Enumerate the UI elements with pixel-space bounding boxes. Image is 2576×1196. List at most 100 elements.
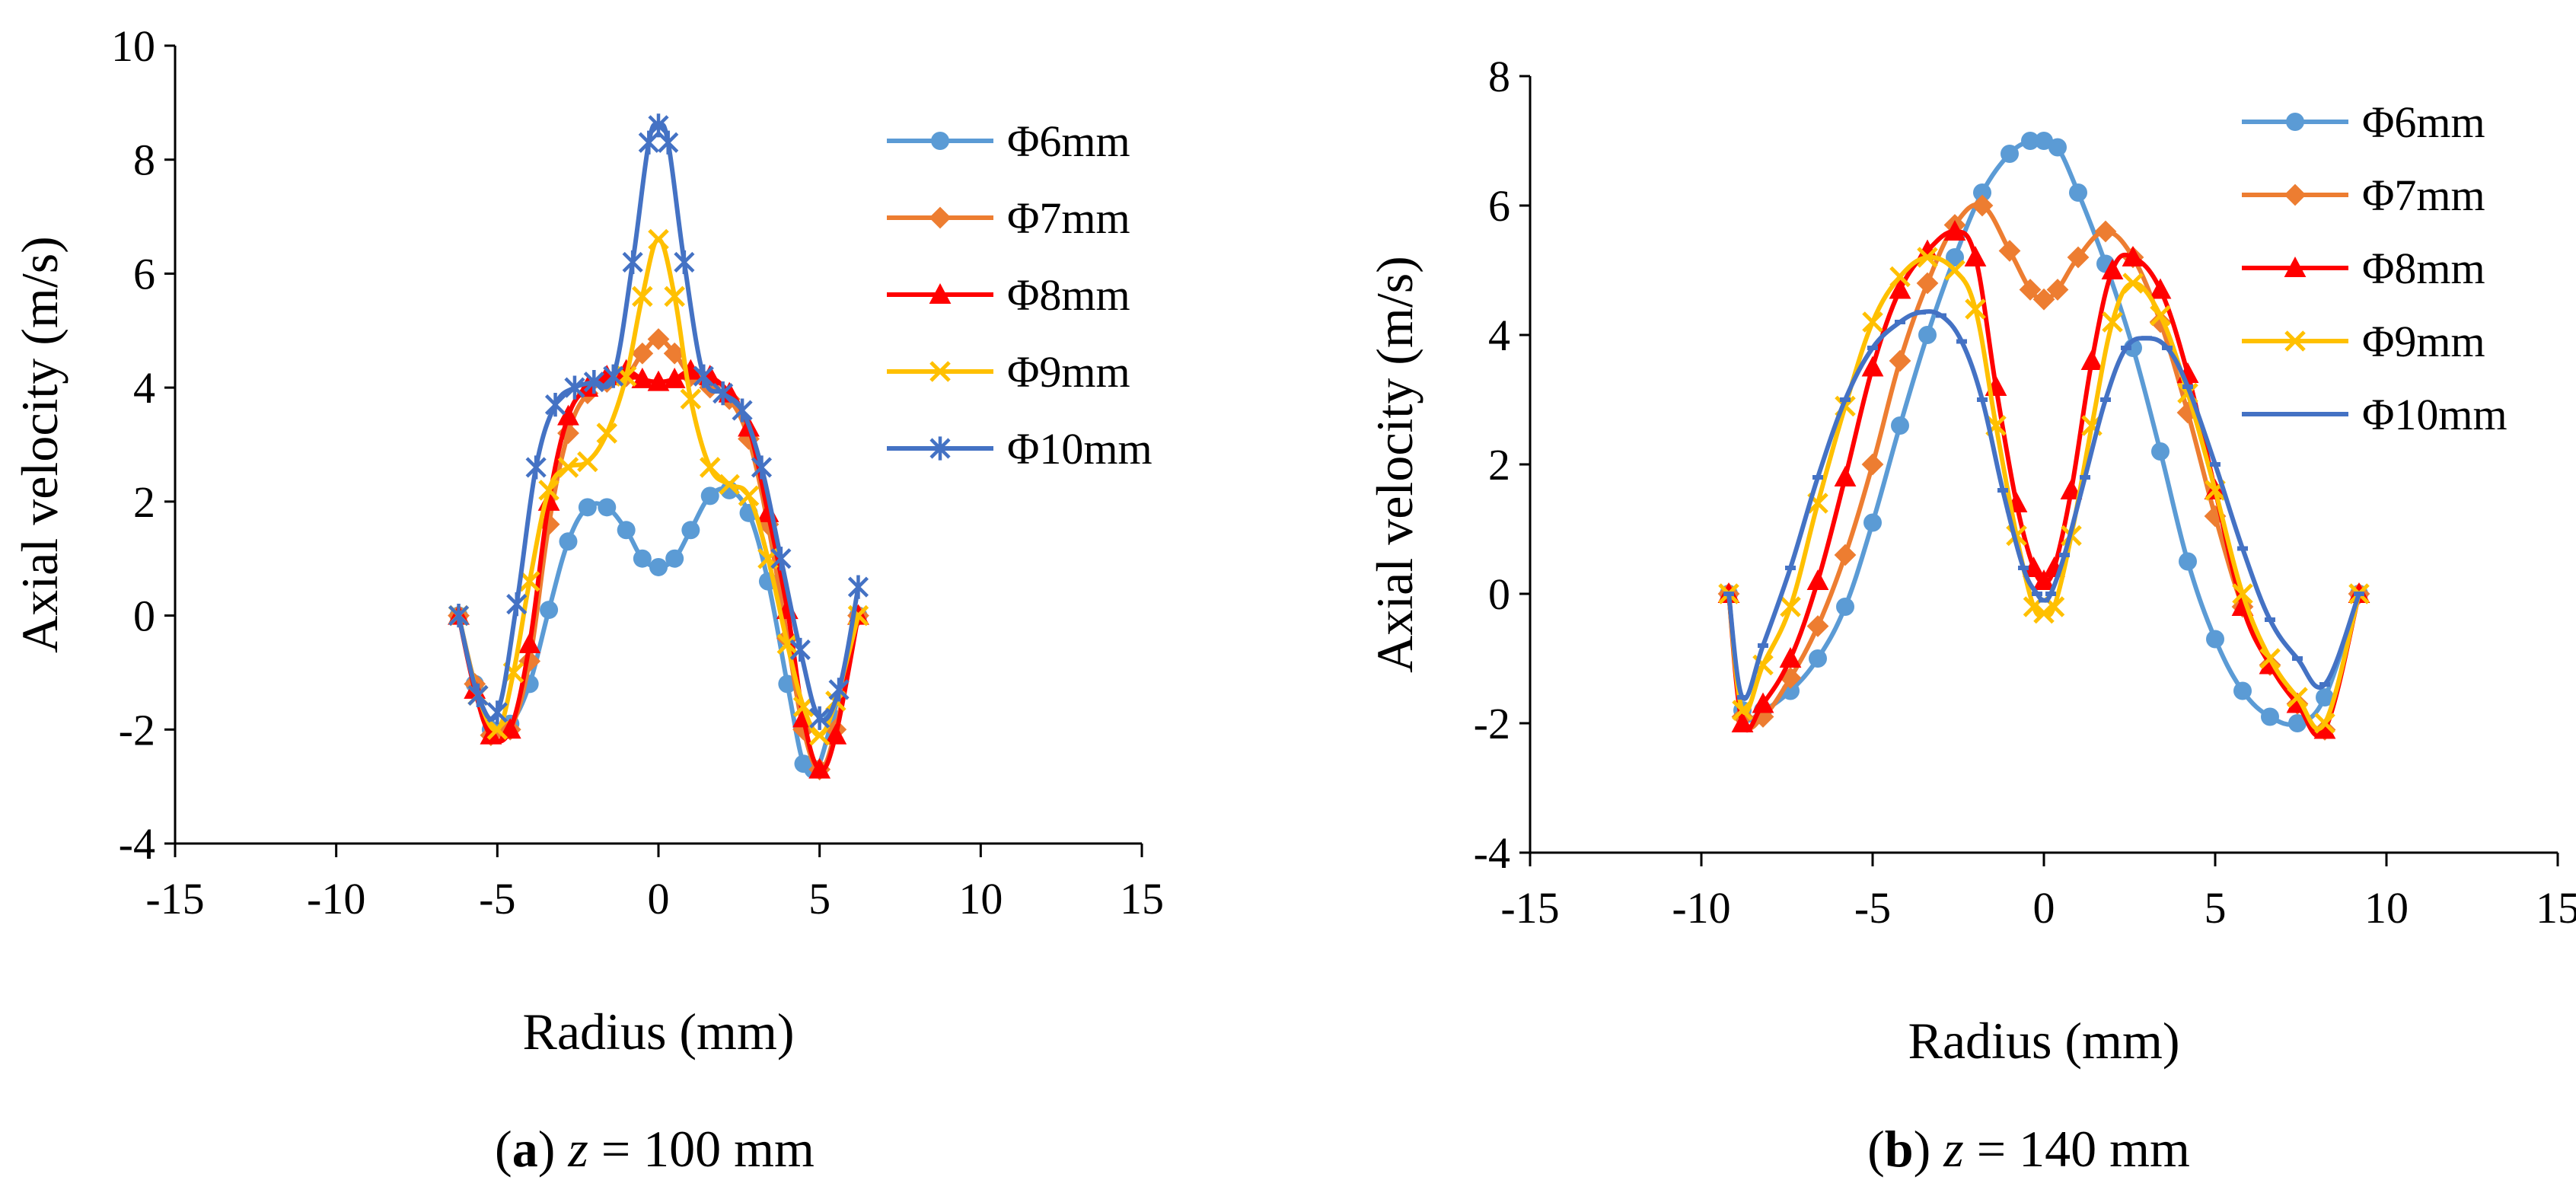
chart-b-data-point (2232, 583, 2253, 604)
chart-b-data-point (1737, 695, 1748, 700)
chart-a-data-point (681, 521, 700, 540)
chart-b-legend-entry: Φ8mm (2242, 244, 2485, 293)
chart-a-data-point (719, 474, 740, 496)
chart-a-data-point (557, 404, 579, 426)
chart-b-legend-entry: Φ9mm (2242, 317, 2485, 366)
chart-b-legend-entry: Φ6mm (2242, 97, 2485, 147)
chart-b-data-point (1758, 643, 1768, 648)
chart-b-data-point (2261, 707, 2279, 726)
chart-b-legend: Φ6mm Φ7mm Φ8mm Φ9mm Φ10mm (2242, 97, 2507, 439)
chart-a-data-point (824, 723, 847, 745)
chart-a-series-line (456, 237, 861, 738)
chart-b-data-point (1840, 397, 1851, 402)
chart-b-data-point (2292, 656, 2303, 661)
chart-b-data-point (1977, 397, 1988, 402)
chart-b-data-point (1861, 356, 1884, 377)
chart-b-data-point (1812, 475, 1823, 480)
chart-b-y-tick-label: 8 (1488, 52, 1510, 101)
chart-a-x-tick-label: 0 (648, 874, 670, 923)
chart-b-data-point (2101, 259, 2124, 279)
chart-b-caption: (b) z = 140 mm (1867, 1120, 2190, 1178)
chart-a-data-point (559, 532, 578, 551)
chart-a-y-tick-label: 4 (133, 363, 155, 413)
chart-a-caption: (a) z = 100 mm (495, 1120, 815, 1178)
chart-b-legend-label: Φ6mm (2362, 97, 2485, 147)
chart-a-caption-label: a (512, 1120, 538, 1178)
chart-b-legend-marker (2290, 412, 2300, 416)
chart-b-data-point (1836, 598, 1854, 616)
chart-a-legend-entry: Φ10mm (887, 424, 1153, 474)
chart-a-caption-close: ) (538, 1120, 569, 1178)
chart-b-series-line (1726, 309, 2361, 701)
chart-b-data-point (2149, 278, 2172, 299)
chart-b-legend-marker (2284, 257, 2307, 277)
chart-b-data-point (2288, 714, 2307, 732)
chart-a-data-point (631, 367, 654, 388)
chart-a-data-point (578, 498, 597, 517)
chart-b-data-point (2023, 557, 2045, 577)
chart-a-data-point (699, 457, 721, 478)
chart-a-data-point (663, 342, 686, 365)
chart-b-data-point (2259, 648, 2281, 669)
chart-a-series-4 (448, 113, 869, 730)
chart-a-data-point (649, 557, 668, 576)
chart-a-legend-entry: Φ8mm (887, 270, 1130, 320)
chart-b-data-point (2287, 687, 2308, 708)
chart-b-data-point (1971, 194, 1994, 217)
chart-a-data-point (525, 455, 547, 480)
chart-b-data-point (2162, 346, 2173, 350)
chart-b-data-point (1752, 692, 1774, 713)
chart-b-data-point (1997, 488, 2008, 493)
chart-a-data-point (631, 342, 654, 365)
chart-a-data-point (770, 547, 792, 571)
chart-b-data-point (2021, 132, 2039, 150)
chart-a-data-point (700, 486, 719, 506)
chart-a-x-axis-title: Radius (mm) (523, 1003, 795, 1060)
chart-b-data-point (1867, 346, 1878, 350)
chart-a-data-point (596, 423, 618, 444)
chart-b-data-point (1973, 183, 1991, 202)
chart-b-data-point (2210, 462, 2221, 467)
chart-a-x-tick-label: 10 (958, 874, 1003, 923)
chart-b-data-point (2206, 630, 2224, 649)
chart-a-y-tick-label: 6 (133, 249, 155, 298)
chart-b-data-point (2316, 688, 2334, 706)
chart-b-x-tick-label: 15 (2536, 883, 2576, 933)
chart-a-data-point (499, 718, 521, 739)
chart-a-caption-value: = 100 mm (588, 1120, 815, 1178)
chart-b-data-point (1780, 596, 1801, 617)
chart-b-legend-marker (2284, 330, 2306, 352)
chart-b-legend-entry: Φ10mm (2242, 390, 2507, 439)
chart-b-data-point (1732, 700, 1753, 721)
chart-b-data-point (2046, 279, 2069, 301)
chart-b-y-tick-label: 0 (1488, 569, 1510, 619)
chart-b-data-point (1779, 647, 1802, 668)
chart-a-data-point (663, 367, 686, 388)
chart-a-y-tick-label: -4 (119, 819, 155, 869)
chart-b-data-point (1861, 453, 1884, 476)
chart-a-legend-label: Φ6mm (1007, 116, 1130, 166)
chart-a-data-point (617, 521, 636, 540)
chart-a-data-point (518, 633, 541, 653)
chart-b-data-point (2149, 311, 2172, 333)
chart-a-x-tick-label: 15 (1120, 874, 1164, 923)
chart-a-data-point (540, 601, 559, 620)
chart-a-y-tick-label: 0 (133, 592, 155, 641)
chart-a-data-point (776, 633, 799, 655)
chart-b-caption-z: z (1943, 1120, 1963, 1178)
chart-b-data-point (1916, 272, 1939, 295)
chart-a-data-point (847, 575, 869, 599)
chart-b-data-point (2122, 246, 2144, 266)
chart-a-data-point (713, 381, 734, 406)
chart-b-data-point (2179, 552, 2197, 571)
chart-a-legend: Φ6mm Φ7mm Φ8mm Φ9mm Φ10mm (887, 116, 1153, 474)
chart-b-y-tick-label: -2 (1474, 699, 1510, 748)
chart-b-data-point (1895, 320, 1905, 324)
chart-b-data-point (1891, 416, 1909, 435)
chart-b-data-point (2237, 546, 2248, 551)
chart-b-data-point (1806, 615, 1829, 637)
chart-b-data-point (2265, 617, 2275, 622)
chart-a-legend-entry: Φ9mm (887, 347, 1130, 397)
chart-b-data-point (1785, 566, 1796, 570)
